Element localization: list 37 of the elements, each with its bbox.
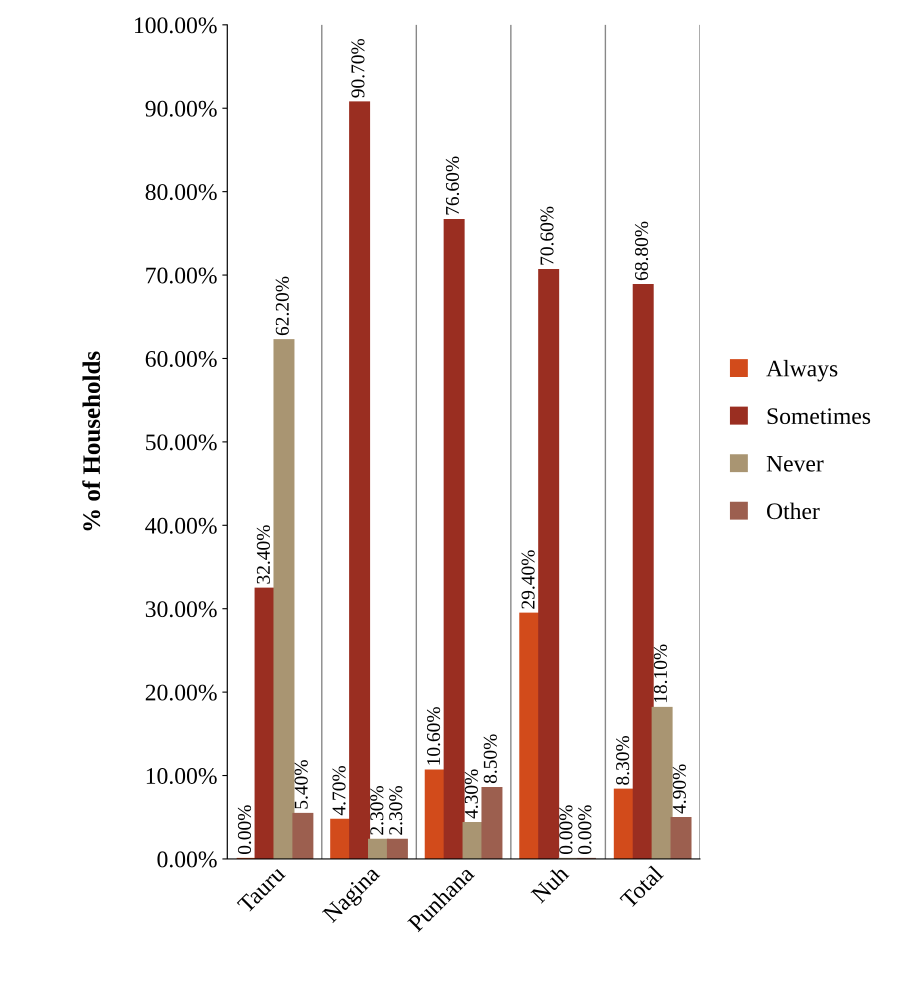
y-tick-label: 50.00% (146, 434, 217, 450)
data-label: 10.60% (426, 707, 440, 765)
y-axis-title: % of Households (82, 352, 100, 530)
data-label: 5.40% (294, 760, 308, 809)
data-label: 2.30% (370, 786, 384, 835)
y-tick-label: 0.00% (157, 851, 217, 868)
data-label: 90.70% (351, 38, 365, 98)
y-tick-label: 10.00% (146, 768, 217, 784)
data-label: 4.70% (332, 766, 346, 816)
data-label: 32.40% (256, 525, 270, 584)
data-label: 4.30% (464, 769, 478, 819)
data-label: 76.60% (446, 156, 460, 215)
data-label: 8.30% (616, 736, 630, 785)
legend-label: Sometimes (768, 408, 870, 424)
y-tick-label: 30.00% (146, 601, 217, 618)
data-label: 29.40% (522, 550, 535, 609)
data-label: 4.90% (672, 764, 686, 814)
data-label: 70.60% (540, 206, 554, 265)
y-tick-label: 40.00% (145, 518, 217, 534)
y-tick-label: 80.00% (146, 184, 217, 200)
data-label: 62.20% (276, 276, 289, 336)
y-tick-label: 60.00% (146, 350, 217, 367)
x-tick-label: Nuh (530, 864, 570, 904)
data-label: 68.80% (634, 222, 648, 280)
data-label: 2.30% (389, 786, 402, 835)
data-label: 0.00% (559, 805, 573, 854)
data-label: 8.50% (484, 734, 497, 784)
legend-label: Other (767, 502, 820, 520)
y-tick-label: 70.00% (146, 268, 217, 284)
y-tick-label: 20.00% (146, 684, 217, 701)
data-label: 18.10% (654, 644, 668, 702)
y-tick-label: 100.00% (135, 17, 217, 34)
data-label: 0.00% (238, 805, 252, 854)
data-label: 0.00% (578, 805, 592, 854)
legend-label: Never (766, 456, 824, 472)
y-tick-label: 90.00% (145, 100, 217, 117)
legend-label: Always (766, 360, 838, 382)
